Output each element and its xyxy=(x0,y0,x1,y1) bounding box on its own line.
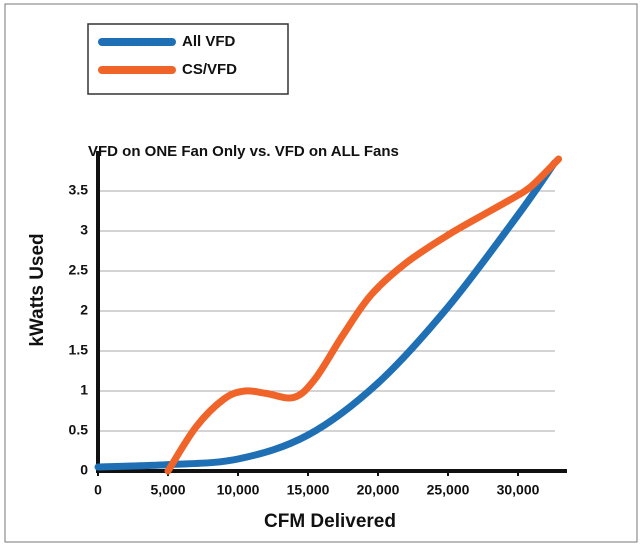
x-tick-label: 15,000 xyxy=(287,482,330,498)
y-axis-label: kWatts Used xyxy=(27,233,48,346)
y-tick-label: 0 xyxy=(80,462,88,478)
x-tick-label: 10,000 xyxy=(217,482,260,498)
chart-title: VFD on ONE Fan Only vs. VFD on ALL Fans xyxy=(88,143,399,160)
x-tick-label: 30,000 xyxy=(497,482,540,498)
y-tick-label: 0.5 xyxy=(69,422,89,438)
series-line xyxy=(94,159,558,471)
y-tick-label: 1.5 xyxy=(69,342,89,358)
x-tick-label: 5,000 xyxy=(150,482,185,498)
x-tick-label: 0 xyxy=(94,482,102,498)
x-tick-label: 20,000 xyxy=(357,482,400,498)
y-tick-label: 2 xyxy=(80,302,88,318)
legend-box xyxy=(87,23,289,95)
x-tick-label: 25,000 xyxy=(427,482,470,498)
y-tick-label: 2.5 xyxy=(69,262,89,278)
y-tick-label: 3 xyxy=(80,222,88,238)
series-line xyxy=(164,155,563,475)
legend-label: CS/VFD xyxy=(182,61,237,78)
legend-label: All VFD xyxy=(182,33,236,50)
x-axis-label: CFM Delivered xyxy=(264,511,396,532)
y-tick-label: 3.5 xyxy=(69,182,89,198)
y-tick-label: 1 xyxy=(80,382,88,398)
